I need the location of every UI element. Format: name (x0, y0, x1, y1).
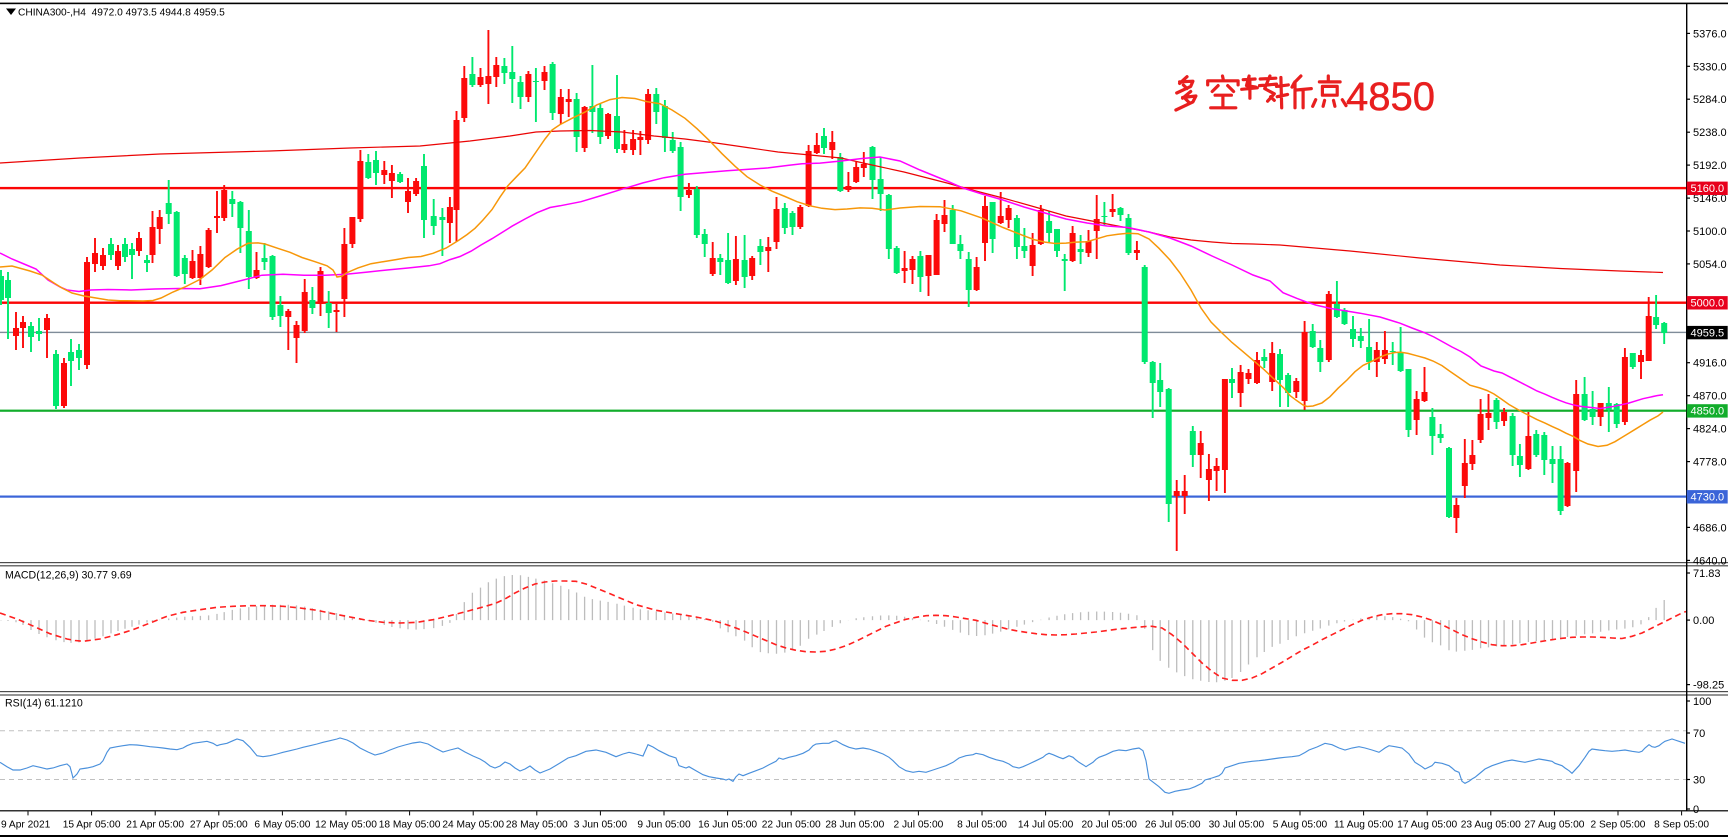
svg-text:4959.5: 4959.5 (1691, 327, 1725, 339)
svg-text:26 Jul 05:00: 26 Jul 05:00 (1145, 820, 1201, 831)
svg-text:6 May 05:00: 6 May 05:00 (254, 820, 310, 831)
svg-text:20 Jul 05:00: 20 Jul 05:00 (1081, 820, 1137, 831)
svg-text:0: 0 (1693, 804, 1699, 816)
svg-text:71.83: 71.83 (1693, 568, 1721, 580)
svg-text:22 Jun 05:00: 22 Jun 05:00 (762, 820, 821, 831)
svg-text:17 Aug 05:00: 17 Aug 05:00 (1397, 820, 1457, 831)
svg-text:9 Jun 05:00: 9 Jun 05:00 (637, 820, 691, 831)
svg-text:15 Apr 05:00: 15 Apr 05:00 (63, 820, 121, 831)
svg-text:5054.0: 5054.0 (1693, 259, 1727, 271)
svg-text:14 Jul 05:00: 14 Jul 05:00 (1018, 820, 1074, 831)
svg-text:27 Apr 05:00: 27 Apr 05:00 (190, 820, 248, 831)
svg-text:5146.0: 5146.0 (1693, 193, 1727, 205)
svg-text:4730.0: 4730.0 (1691, 492, 1725, 504)
svg-text:3 Jun 05:00: 3 Jun 05:00 (574, 820, 628, 831)
svg-text:4640.0: 4640.0 (1693, 555, 1727, 567)
svg-text:5 Aug 05:00: 5 Aug 05:00 (1273, 820, 1328, 831)
svg-text:4870.0: 4870.0 (1693, 391, 1727, 403)
svg-text:9 Apr 2021: 9 Apr 2021 (1, 820, 51, 831)
svg-text:11 Aug 05:00: 11 Aug 05:00 (1334, 820, 1394, 831)
svg-text:12 May 05:00: 12 May 05:00 (315, 820, 377, 831)
svg-text:4916.0: 4916.0 (1693, 358, 1727, 370)
svg-text:5238.0: 5238.0 (1693, 127, 1727, 139)
svg-text:2 Jul 05:00: 2 Jul 05:00 (893, 820, 943, 831)
svg-text:4850: 4850 (1346, 75, 1435, 119)
svg-text:MACD(12,26,9) 30.77 9.69: MACD(12,26,9) 30.77 9.69 (5, 570, 132, 582)
svg-text:5330.0: 5330.0 (1693, 61, 1727, 73)
svg-text:CHINA300-,H4 4972.0 4973.5 49: CHINA300-,H4 4972.0 4973.5 4944.8 4959.5 (18, 8, 225, 19)
svg-text:4850.0: 4850.0 (1691, 406, 1725, 418)
svg-text:8 Jul 05:00: 8 Jul 05:00 (957, 820, 1007, 831)
svg-text:-98.25: -98.25 (1693, 680, 1724, 692)
svg-text:18 May 05:00: 18 May 05:00 (379, 820, 441, 831)
svg-text:16 Jun 05:00: 16 Jun 05:00 (698, 820, 757, 831)
svg-text:5376.0: 5376.0 (1693, 28, 1727, 40)
svg-text:30 Jul 05:00: 30 Jul 05:00 (1209, 820, 1265, 831)
svg-text:RSI(14) 61.1210: RSI(14) 61.1210 (5, 698, 83, 710)
svg-text:100: 100 (1693, 696, 1711, 708)
svg-text:4778.0: 4778.0 (1693, 457, 1727, 469)
svg-text:2 Sep 05:00: 2 Sep 05:00 (1591, 820, 1646, 831)
svg-text:28 May 05:00: 28 May 05:00 (506, 820, 568, 831)
svg-text:24 May 05:00: 24 May 05:00 (442, 820, 504, 831)
svg-text:0.00: 0.00 (1693, 615, 1714, 627)
svg-text:5192.0: 5192.0 (1693, 160, 1727, 172)
svg-text:28 Jun 05:00: 28 Jun 05:00 (825, 820, 884, 831)
svg-text:4686.0: 4686.0 (1693, 522, 1727, 534)
svg-text:70: 70 (1693, 728, 1705, 740)
svg-text:5160.0: 5160.0 (1691, 183, 1725, 195)
svg-text:5284.0: 5284.0 (1693, 94, 1727, 106)
svg-text:21 Apr 05:00: 21 Apr 05:00 (126, 820, 184, 831)
svg-text:4824.0: 4824.0 (1693, 424, 1727, 436)
svg-text:30: 30 (1693, 775, 1705, 787)
svg-text:27 Aug 05:00: 27 Aug 05:00 (1524, 820, 1584, 831)
svg-text:8 Sep 05:00: 8 Sep 05:00 (1654, 820, 1709, 831)
svg-text:5000.0: 5000.0 (1691, 298, 1725, 310)
svg-text:5100.0: 5100.0 (1693, 226, 1727, 238)
svg-text:23 Aug 05:00: 23 Aug 05:00 (1461, 820, 1521, 831)
